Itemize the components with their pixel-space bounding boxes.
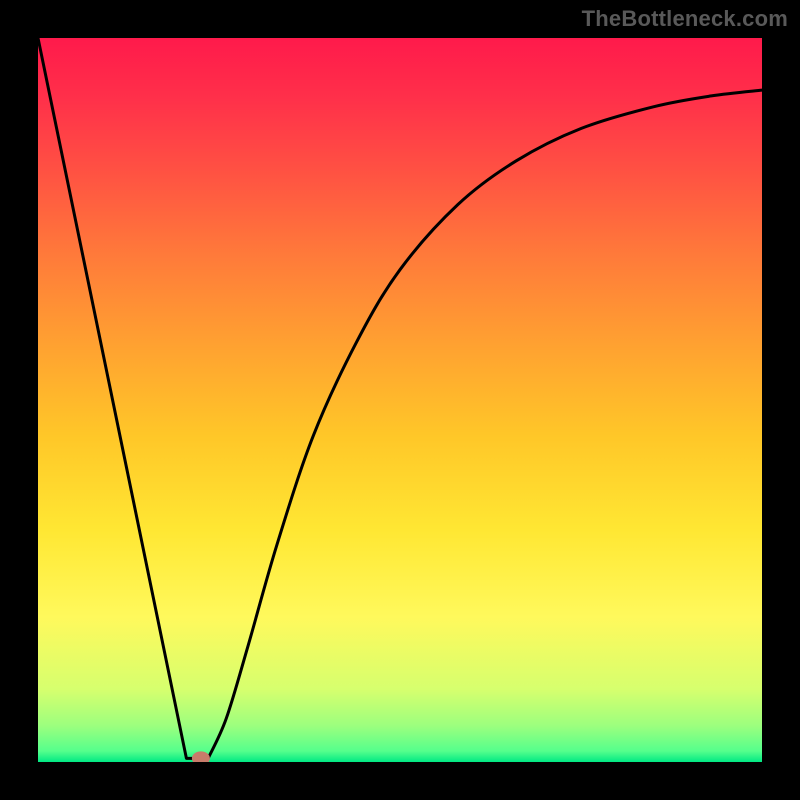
watermark-text: TheBottleneck.com [582,6,788,32]
chart-container: TheBottleneck.com [0,0,800,800]
gradient-chart [0,0,800,800]
plot-area [38,38,762,762]
